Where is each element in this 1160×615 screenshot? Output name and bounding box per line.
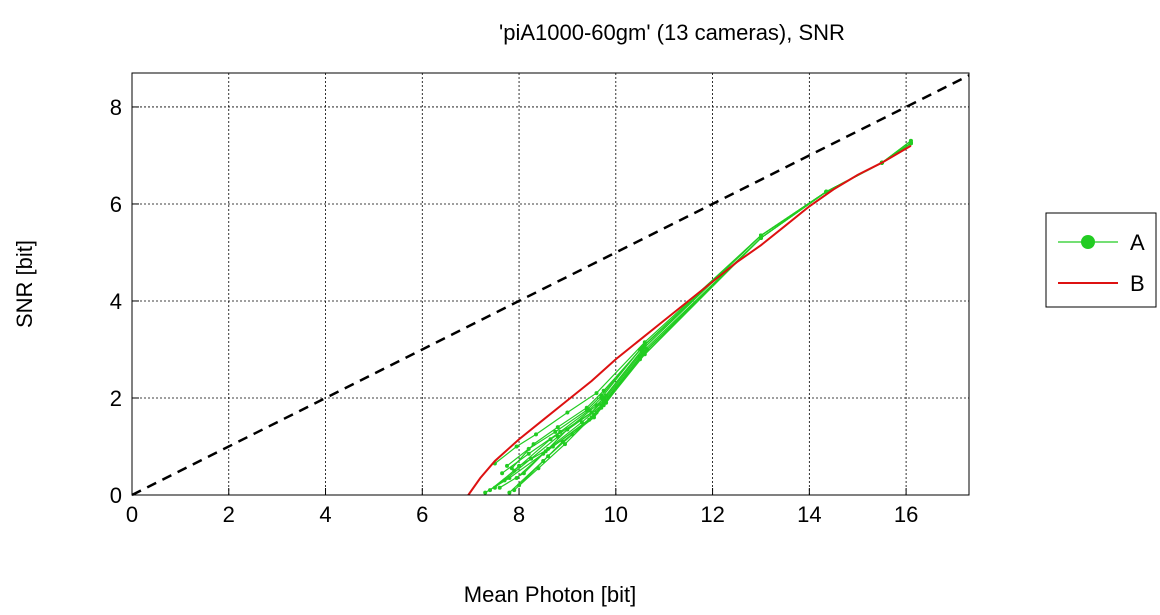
series-a-point [555,425,560,430]
series-a-point [601,403,606,408]
y-axis-label: SNR [bit] [12,240,37,328]
series-a-point [601,398,606,403]
series-a-point [514,476,519,480]
series-a-point [640,349,645,354]
x-tick-label: 0 [126,502,138,527]
series-a-point [560,439,565,444]
series-a-point [553,429,558,434]
x-tick-label: 10 [604,502,628,527]
x-tick-label: 6 [416,502,428,527]
x-tick-label: 14 [797,502,821,527]
series-a-point [488,488,492,493]
x-axis-label: Mean Photon [bit] [464,582,636,607]
series-a-point [497,485,502,490]
series-a-point [592,415,596,420]
legend: A B [1045,212,1157,308]
series-a-point [589,410,594,415]
legend-label-b: B [1130,271,1145,296]
legend-marker-a [1081,235,1095,249]
y-tick-label: 6 [110,192,122,217]
x-tick-label: 2 [223,502,235,527]
series-a-point [507,490,512,495]
series-layer [131,74,970,497]
plot-frame [131,72,970,496]
series-a-point [500,471,505,476]
series-a-point [541,459,546,463]
series-a-point [483,490,488,495]
x-tick-label: 8 [513,502,525,527]
series-a-point [507,476,512,480]
series-a-point [548,437,553,442]
series-a-point [505,463,509,468]
y-tick-label: 4 [110,289,122,314]
series-a-point [563,442,567,447]
series-b-line [467,144,912,496]
x-tick-label: 16 [894,502,918,527]
series-a-point [594,391,599,396]
grid-lines [132,73,969,495]
series-a-point [526,451,531,456]
series-a-point [534,432,538,437]
series-a-point [759,235,763,240]
series-a-point [565,410,570,415]
legend-label-a: A [1130,230,1145,255]
chart-title: 'piA1000-60gm' (13 cameras), SNR [499,20,845,45]
series-a-point [512,468,517,473]
y-tick-label: 8 [110,95,122,120]
x-tick-label: 4 [319,502,331,527]
axis-ticks: 0 2 4 6 8 10 12 14 16 0 2 4 6 8 [110,95,919,527]
legend-box [1045,212,1157,308]
series-a-point [908,141,913,146]
series-a-point [514,444,519,449]
x-tick-label: 12 [700,502,724,527]
y-tick-label: 2 [110,386,122,411]
series-a-point [543,449,548,454]
reference-line [131,74,970,497]
series-a-point [526,446,531,451]
y-tick-label: 0 [110,483,122,508]
